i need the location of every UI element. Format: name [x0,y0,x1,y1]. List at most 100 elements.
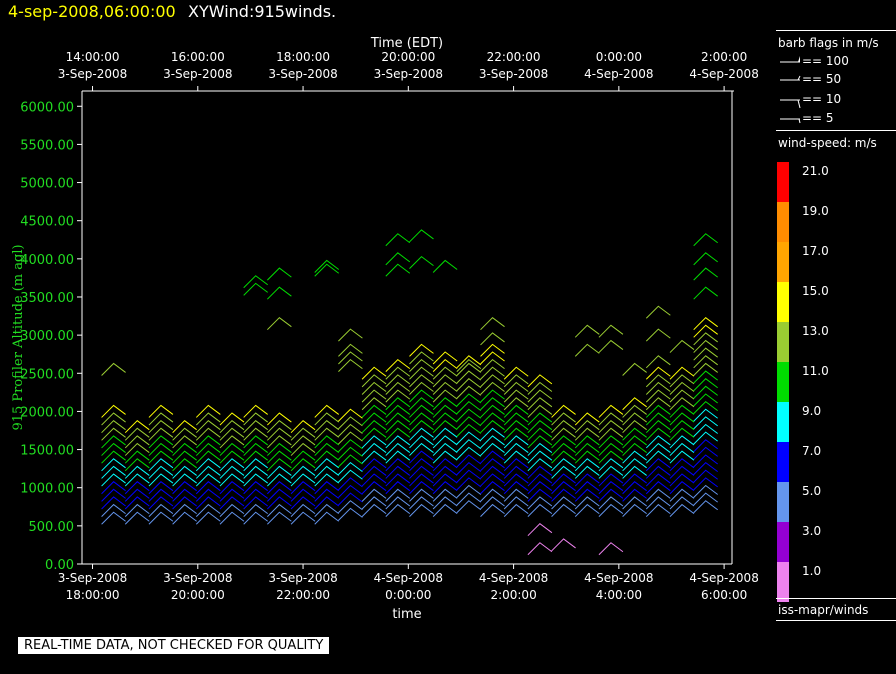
wind-barb [101,427,126,441]
wind-barb [574,465,600,479]
wind-barb [693,332,718,346]
wind-barb [267,473,292,487]
wind-barb [101,511,126,525]
wind-barb [290,473,316,487]
wind-barb [527,465,553,479]
wind-barb [622,496,647,510]
wind-barb [195,511,221,525]
wind-barb [172,458,197,472]
wind-barb [551,465,576,479]
product-title: XYWind:915winds. [188,2,337,21]
wind-barb [598,450,624,464]
wind-barb [480,481,505,495]
wind-barb [622,481,647,495]
wind-barb [645,420,671,434]
speed-swatch [777,322,789,362]
wind-barb [645,355,671,369]
wind-barb [480,358,505,372]
wind-barb [124,435,150,449]
wind-barb [480,412,505,426]
wind-barb [527,481,553,495]
wind-barb [409,458,434,472]
wind-barb [409,389,434,403]
wind-barb [432,420,458,434]
wind-barb [503,397,529,411]
wind-barb [574,343,600,357]
wind-barb [645,412,671,426]
wind-barb [290,420,316,434]
wind-barb [124,496,150,510]
wind-barb [669,339,695,353]
wind-barb [361,420,387,434]
wind-barb [314,496,340,510]
wind-barb [456,362,482,376]
wind-barb [314,465,340,479]
wind-barb [669,503,695,517]
wind-barb [195,481,221,495]
wind-barb [551,458,576,472]
wind-barb [148,412,174,426]
wind-barb [172,496,197,510]
wind-barb [409,374,434,388]
wind-barb [432,488,458,502]
wind-barb [503,389,529,403]
wind-barb [385,427,411,441]
wind-barb [243,496,268,510]
x-tick-date: 3-Sep-2008 [58,571,127,585]
wind-barb [172,488,197,502]
wind-barb [669,496,695,510]
wind-barb [385,404,411,418]
wind-barb [551,503,576,517]
wind-barb [598,542,624,556]
wind-barb [385,366,411,380]
wind-barb [432,465,458,479]
wind-barb [456,477,482,491]
y-tick-label: 2500.00 [20,367,74,382]
speed-swatch [777,282,789,322]
valid-time: 4-sep-2008,06:00:00 [8,2,176,21]
wind-barb [409,442,434,456]
wind-barb [219,503,245,517]
wind-barb [124,511,150,525]
wind-barb [361,488,387,502]
wind-barb [574,324,600,338]
wind-barb [598,412,624,426]
top-tick-date: 3-Sep-2008 [374,67,443,81]
wind-barb [503,488,529,502]
wind-barb [669,442,695,456]
wind-barb [480,503,505,517]
wind-barb [290,465,316,479]
wind-barb [598,427,624,441]
wind-barb [432,259,458,273]
wind-barb [574,503,600,517]
wind-barb [361,412,387,426]
wind-barb [693,492,718,506]
wind-barb [195,450,221,464]
wind-barb [101,488,126,502]
wind-barb [456,408,482,422]
wind-barb [456,446,482,460]
wind-barb [645,442,671,456]
wind-barb [527,389,553,403]
wind-barb [219,465,245,479]
wind-barb [527,473,553,487]
wind-barb [195,496,221,510]
wind-barb [314,435,340,449]
wind-barb [622,465,647,479]
wind-barb [574,458,600,472]
wind-barb [503,465,529,479]
wind-speed-title: wind-speed: m/s [778,136,877,150]
wind-barb [693,339,718,353]
wind-barb [409,435,434,449]
wind-barb [267,465,292,479]
top-axis-title: Time (EDT) [370,36,443,51]
speed-scale-label: 13.0 [802,324,829,338]
wind-barb [267,420,292,434]
x-tick-date: 4-Sep-2008 [584,571,653,585]
wind-barb [195,488,221,502]
wind-barb [669,458,695,472]
wind-barb [645,481,671,495]
speed-swatch [777,402,789,442]
wind-barb [267,317,292,331]
wind-barb [527,397,553,411]
